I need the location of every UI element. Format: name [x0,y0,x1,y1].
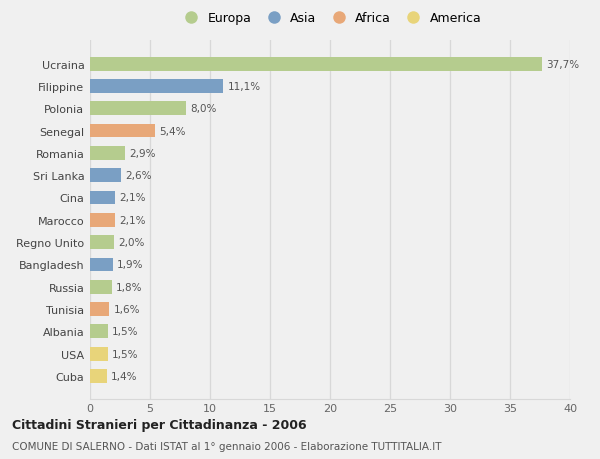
Bar [90,57,542,72]
Text: 2,9%: 2,9% [129,149,155,158]
Bar [90,124,155,138]
Text: 2,1%: 2,1% [119,193,146,203]
Bar [90,280,112,294]
Text: 1,4%: 1,4% [111,371,137,381]
Text: 11,1%: 11,1% [227,82,260,92]
Bar [90,80,223,94]
Text: Cittadini Stranieri per Cittadinanza - 2006: Cittadini Stranieri per Cittadinanza - 2… [12,418,307,431]
Bar [90,146,125,161]
Bar [90,302,109,316]
Bar [90,325,108,339]
Text: COMUNE DI SALERNO - Dati ISTAT al 1° gennaio 2006 - Elaborazione TUTTITALIA.IT: COMUNE DI SALERNO - Dati ISTAT al 1° gen… [12,441,442,451]
Bar [90,369,107,383]
Bar [90,169,121,183]
Text: 37,7%: 37,7% [547,60,580,69]
Text: 5,4%: 5,4% [159,126,185,136]
Text: 2,0%: 2,0% [118,238,145,247]
Bar [90,191,115,205]
Text: 1,5%: 1,5% [112,349,139,359]
Text: 2,1%: 2,1% [119,215,146,225]
Bar [90,235,114,250]
Text: 1,5%: 1,5% [112,327,139,336]
Bar [90,258,113,272]
Bar [90,102,186,116]
Text: 1,9%: 1,9% [117,260,143,270]
Legend: Europa, Asia, Africa, America: Europa, Asia, Africa, America [176,10,484,28]
Text: 8,0%: 8,0% [190,104,217,114]
Bar [90,347,108,361]
Bar [90,213,115,227]
Text: 1,6%: 1,6% [113,304,140,314]
Text: 1,8%: 1,8% [116,282,142,292]
Text: 2,6%: 2,6% [125,171,152,181]
